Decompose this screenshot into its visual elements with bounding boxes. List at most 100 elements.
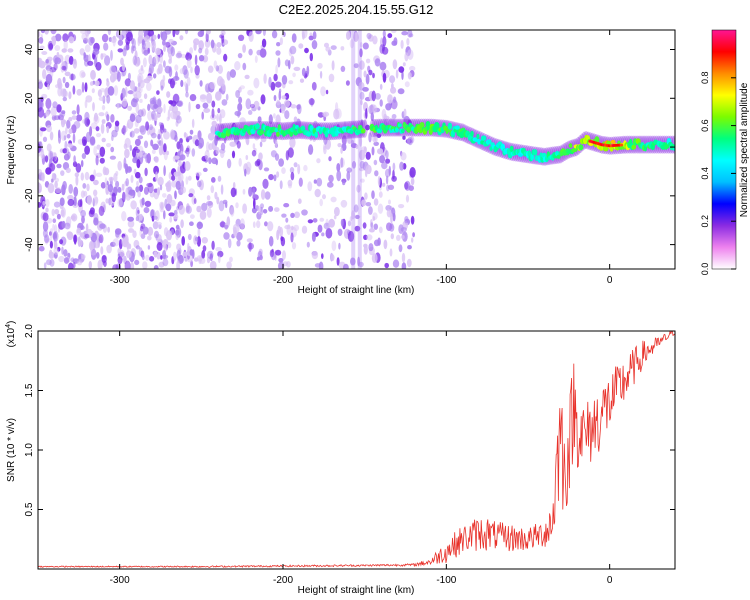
y-tick-label: 0 — [24, 144, 35, 150]
noise-speckle — [183, 133, 189, 139]
noise-speckle — [244, 74, 250, 80]
noise-speckle — [340, 218, 344, 227]
noise-speckle — [239, 85, 245, 90]
noise-speckle — [153, 230, 160, 239]
noise-speckle — [45, 111, 50, 117]
noise-speckle — [111, 134, 114, 141]
noise-speckle — [135, 206, 140, 218]
noise-speckle — [70, 73, 74, 81]
noise-speckle — [401, 31, 408, 36]
noise-speckle — [126, 241, 130, 250]
noise-speckle — [116, 71, 121, 82]
noise-speckle — [386, 184, 390, 192]
noise-speckle — [79, 70, 86, 79]
noise-speckle — [251, 149, 257, 157]
noise-speckle — [54, 241, 58, 249]
noise-speckle — [143, 93, 148, 100]
noise-speckle — [68, 91, 72, 100]
noise-speckle — [117, 160, 122, 171]
noise-speckle — [138, 75, 142, 84]
noise-speckle — [160, 85, 164, 91]
noise-speckle — [205, 30, 211, 35]
noise-speckle — [273, 94, 277, 102]
noise-speckle — [193, 41, 197, 51]
noise-speckle — [280, 236, 284, 242]
noise-speckle — [395, 69, 399, 79]
noise-speckle — [153, 251, 158, 258]
noise-speckle — [248, 186, 253, 197]
noise-speckle — [325, 46, 331, 52]
noise-speckle — [110, 36, 117, 44]
noise-speckle — [88, 261, 93, 269]
noise-speckle — [219, 109, 226, 119]
snr-panel: -300 -200 -100 0 0.5 1.0 1.5 2.0 Height of str… — [5, 321, 676, 596]
noise-speckle — [172, 251, 177, 261]
noise-speckle — [211, 100, 216, 108]
noise-speckle — [159, 53, 163, 64]
noise-speckle — [276, 229, 280, 241]
noise-speckle — [340, 65, 346, 72]
noise-speckle — [155, 221, 162, 226]
noise-speckle — [217, 175, 222, 182]
noise-speckle — [189, 129, 194, 135]
noise-speckle — [143, 207, 150, 214]
noise-speckle — [130, 130, 135, 138]
noise-speckle — [257, 250, 263, 260]
noise-speckle — [278, 90, 282, 101]
noise-speckle — [206, 141, 210, 153]
noise-speckle — [254, 160, 260, 167]
noise-speckle — [202, 167, 208, 172]
noise-speckle — [401, 231, 408, 242]
noise-speckle — [81, 81, 85, 93]
noise-speckle — [84, 145, 90, 155]
noise-speckle — [311, 251, 319, 260]
noise-speckle — [138, 68, 145, 75]
noise-speckle — [317, 224, 323, 233]
colorbar-tick-label: 0.6 — [700, 119, 710, 132]
noise-speckle — [100, 53, 107, 58]
noise-speckle — [207, 132, 215, 141]
noise-speckle — [287, 147, 294, 158]
noise-speckle — [317, 62, 323, 69]
ridge-point — [360, 128, 366, 134]
noise-speckle — [201, 250, 206, 259]
noise-speckle — [95, 61, 102, 71]
noise-speckle — [45, 207, 49, 213]
noise-speckle — [162, 74, 166, 83]
noise-speckle — [276, 99, 281, 106]
noise-speckle — [145, 121, 150, 131]
noise-speckle — [44, 30, 49, 35]
noise-speckle — [38, 202, 42, 208]
noise-speckle — [83, 117, 87, 125]
noise-speckle — [157, 176, 164, 186]
noise-speckle — [93, 146, 97, 156]
noise-speckle — [143, 30, 149, 35]
noise-speckle — [411, 237, 414, 243]
noise-speckle — [117, 256, 123, 265]
noise-speckle — [73, 234, 78, 244]
noise-speckle — [42, 212, 49, 222]
noise-speckle — [337, 143, 342, 148]
noise-speckle — [289, 45, 297, 55]
noise-speckle — [404, 81, 410, 88]
noise-speckle — [382, 72, 387, 83]
noise-speckle — [363, 244, 368, 255]
noise-speckle — [253, 77, 260, 89]
noise-speckle — [378, 191, 383, 198]
noise-speckle — [359, 91, 365, 100]
noise-speckle — [90, 249, 97, 256]
noise-speckle — [390, 86, 397, 94]
noise-speckle — [235, 90, 241, 98]
noise-speckle — [178, 205, 185, 215]
noise-speckle — [355, 214, 360, 220]
noise-speckle — [95, 126, 100, 132]
noise-speckle — [175, 229, 180, 236]
ridge-point — [509, 145, 514, 153]
noise-speckle — [220, 123, 225, 129]
ridge-point — [447, 122, 453, 130]
noise-speckle — [189, 221, 194, 226]
noise-speckle — [279, 37, 283, 45]
noise-speckle — [76, 104, 80, 115]
noise-speckle — [65, 167, 71, 174]
noise-speckle — [360, 99, 363, 106]
